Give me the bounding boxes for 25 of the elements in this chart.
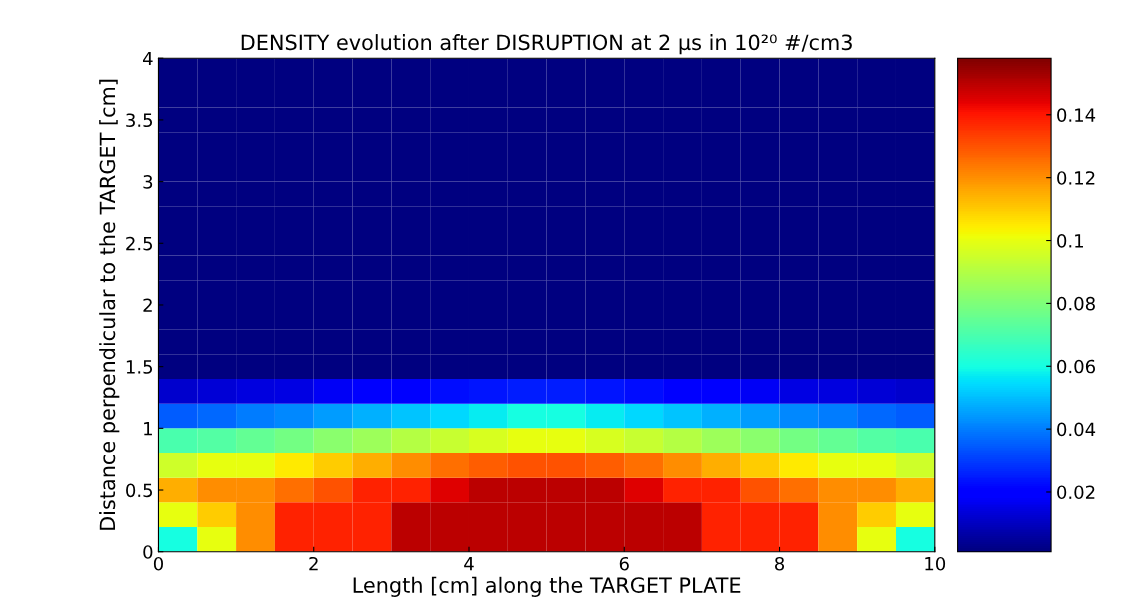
x-axis-title: Length [cm] along the TARGET PLATE	[353, 576, 741, 597]
x-tick-label: 4	[464, 557, 474, 571]
x-tick-label: 10	[925, 556, 946, 571]
y-tick-label: 4	[142, 51, 153, 66]
color-bar-label: 0.02	[1057, 485, 1095, 500]
x-tick-label: 0	[153, 556, 163, 571]
x-tick-label: 6	[619, 556, 629, 571]
y-tick-label: 0	[143, 545, 153, 559]
color-bar-label: 0.12	[1057, 171, 1095, 185]
y-tick-label: 1	[144, 422, 152, 436]
y-tick-label: 2.5	[126, 236, 153, 251]
color-bar-label: 0.06	[1057, 359, 1096, 374]
color-bar-label: 0.08	[1057, 296, 1095, 311]
color-bar-label: 0.04	[1057, 422, 1096, 437]
chart-title: DENSITY evolution after DISRUPTION at 2 μs in 10²⁰ #/cm3	[241, 34, 852, 55]
y-tick-label: 3	[143, 175, 153, 189]
x-tick-label: 8	[775, 556, 785, 571]
y-tick-label: 0.5	[126, 483, 153, 498]
x-tick-label: 2	[309, 556, 318, 571]
y-axis-title: Distance perpendicular to the TARGET [cm]	[99, 79, 120, 530]
color-bar-label: 0.14	[1057, 108, 1096, 122]
y-tick-label: 2	[143, 298, 152, 312]
y-tick-label: 1.5	[126, 360, 153, 374]
color-bar-label: 0.1	[1057, 233, 1083, 248]
y-tick-label: 3.5	[126, 113, 153, 128]
